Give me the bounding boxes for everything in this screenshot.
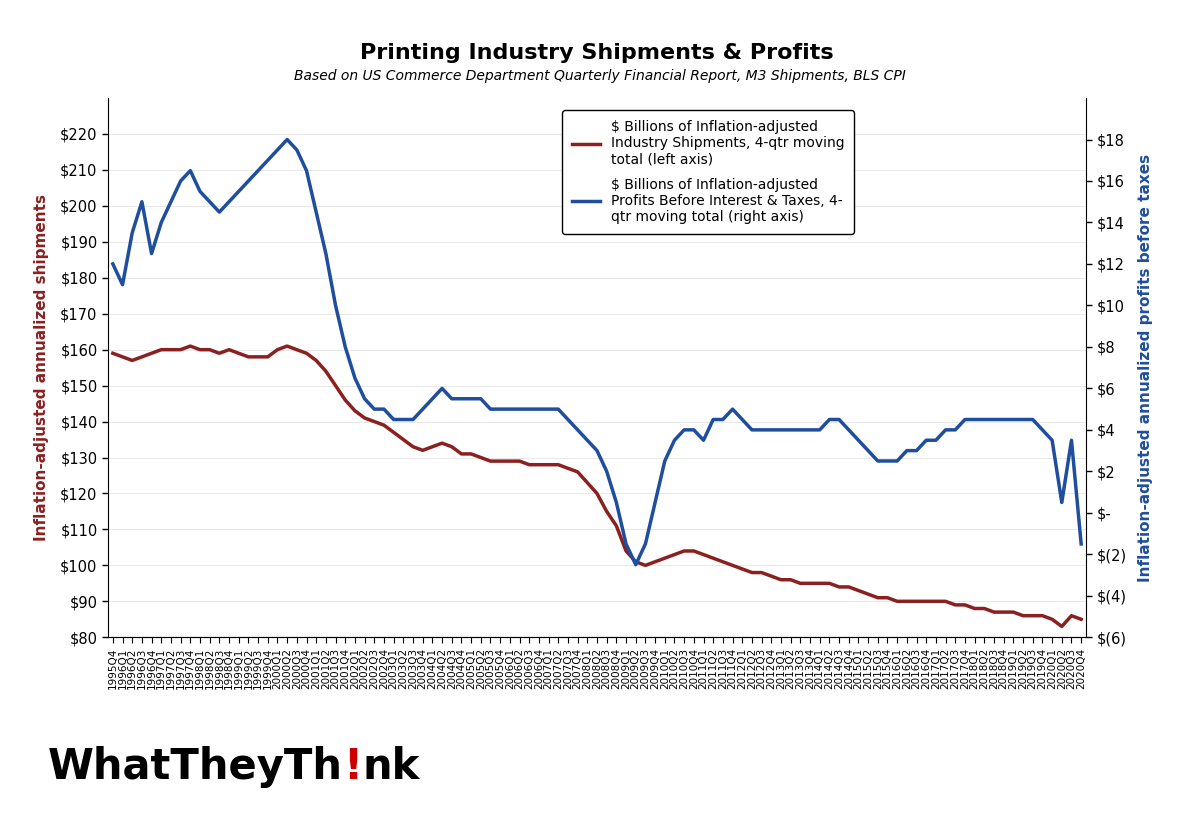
$ Billions of Inflation-adjusted
Industry Shipments, 4-qtr moving
total (left axis) <box>184 342 198 351</box>
Y-axis label: Inflation-adjusted annualized shipments: Inflation-adjusted annualized shipments <box>34 194 49 541</box>
$ Billions of Inflation-adjusted
Industry Shipments, 4-qtr moving
total (left axis) <box>696 550 710 560</box>
$ Billions of Inflation-adjusted
Industry Shipments, 4-qtr moving
total (left axis) <box>841 582 856 592</box>
Text: !: ! <box>343 747 362 788</box>
Line: $ Billions of Inflation-adjusted
Profits Before Interest & Taxes, 4-
qtr moving total (right axis): $ Billions of Inflation-adjusted Profits… <box>113 140 1081 565</box>
Line: $ Billions of Inflation-adjusted
Industry Shipments, 4-qtr moving
total (left axis): $ Billions of Inflation-adjusted Industr… <box>113 346 1081 627</box>
Text: WhatTheyTh: WhatTheyTh <box>48 747 343 788</box>
$ Billions of Inflation-adjusted
Profits Before Interest & Taxes, 4-
qtr moving total (right axis) <box>1074 539 1088 549</box>
$ Billions of Inflation-adjusted
Industry Shipments, 4-qtr moving
total (left axis) <box>358 413 372 423</box>
Y-axis label: Inflation-adjusted annualized profits before taxes: Inflation-adjusted annualized profits be… <box>1138 154 1153 582</box>
$ Billions of Inflation-adjusted
Industry Shipments, 4-qtr moving
total (left axis) <box>560 463 575 473</box>
$ Billions of Inflation-adjusted
Profits Before Interest & Taxes, 4-
qtr moving total (right axis) <box>358 394 372 404</box>
$ Billions of Inflation-adjusted
Profits Before Interest & Taxes, 4-
qtr moving total (right axis) <box>106 259 120 269</box>
$ Billions of Inflation-adjusted
Industry Shipments, 4-qtr moving
total (left axis) <box>106 348 120 358</box>
$ Billions of Inflation-adjusted
Profits Before Interest & Taxes, 4-
qtr moving total (right axis) <box>280 135 294 145</box>
$ Billions of Inflation-adjusted
Profits Before Interest & Taxes, 4-
qtr moving total (right axis) <box>560 414 575 424</box>
Text: nk: nk <box>362 747 419 788</box>
$ Billions of Inflation-adjusted
Profits Before Interest & Taxes, 4-
qtr moving total (right axis) <box>629 560 643 569</box>
$ Billions of Inflation-adjusted
Industry Shipments, 4-qtr moving
total (left axis) <box>1055 622 1069 632</box>
$ Billions of Inflation-adjusted
Profits Before Interest & Taxes, 4-
qtr moving total (right axis) <box>174 176 188 186</box>
$ Billions of Inflation-adjusted
Industry Shipments, 4-qtr moving
total (left axis) <box>793 578 808 588</box>
$ Billions of Inflation-adjusted
Industry Shipments, 4-qtr moving
total (left axis) <box>1074 614 1088 624</box>
Title: Printing Industry Shipments & Profits: Printing Industry Shipments & Profits <box>360 43 834 63</box>
$ Billions of Inflation-adjusted
Industry Shipments, 4-qtr moving
total (left axis) <box>174 345 188 355</box>
$ Billions of Inflation-adjusted
Profits Before Interest & Taxes, 4-
qtr moving total (right axis) <box>851 435 865 445</box>
Legend: $ Billions of Inflation-adjusted
Industry Shipments, 4-qtr moving
total (left ax: $ Billions of Inflation-adjusted Industr… <box>562 110 854 234</box>
$ Billions of Inflation-adjusted
Profits Before Interest & Taxes, 4-
qtr moving total (right axis) <box>803 425 817 435</box>
Text: Based on US Commerce Department Quarterly Financial Report, M3 Shipments, BLS CP: Based on US Commerce Department Quarterl… <box>294 69 906 83</box>
$ Billions of Inflation-adjusted
Profits Before Interest & Taxes, 4-
qtr moving total (right axis) <box>706 414 720 424</box>
